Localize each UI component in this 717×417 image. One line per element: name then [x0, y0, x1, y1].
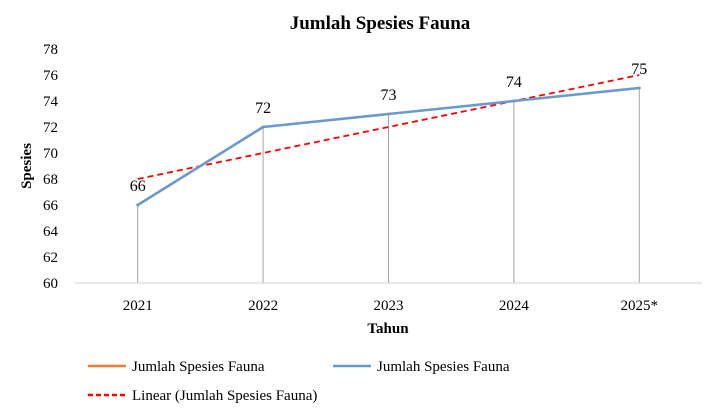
- y-tick-label: 62: [43, 250, 58, 266]
- data-label: 75: [631, 61, 647, 78]
- x-tick-label: 2021: [123, 298, 153, 314]
- x-axis-title: Tahun: [367, 321, 409, 337]
- trendline-linear: [137, 74, 640, 180]
- data-label: 74: [506, 74, 522, 91]
- y-tick-label: 72: [43, 120, 58, 136]
- data-labels: 66 72 73 74 75: [130, 61, 648, 195]
- y-tick-label: 60: [43, 276, 58, 292]
- legend-label: Linear (Jumlah Spesies Fauna): [132, 388, 317, 404]
- legend: Jumlah Spesies Fauna Jumlah Spesies Fauna…: [88, 359, 510, 404]
- x-tick-label: 2022: [248, 298, 278, 314]
- chart-title: Jumlah Spesies Fauna: [290, 13, 471, 34]
- data-label: 72: [255, 100, 271, 117]
- y-tick-label: 78: [43, 42, 58, 58]
- data-point: [136, 203, 140, 207]
- y-tick-label: 68: [43, 172, 58, 188]
- data-point: [387, 112, 390, 116]
- y-tick-label: 74: [43, 94, 59, 110]
- y-axis-title: Spesies: [19, 143, 35, 189]
- x-tick-label: 2024: [499, 298, 530, 314]
- data-point: [512, 99, 516, 103]
- y-tick-label: 64: [43, 224, 59, 240]
- x-tick-label: 2023: [374, 298, 404, 314]
- y-tick-label: 76: [43, 68, 59, 84]
- legend-label: Jumlah Spesies Fauna: [377, 359, 510, 375]
- data-point: [261, 125, 265, 129]
- y-axis-ticks: 60 62 64 66 68 70 72 74 76 78: [43, 42, 59, 292]
- y-tick-label: 70: [43, 146, 58, 162]
- legend-label: Jumlah Spesies Fauna: [132, 359, 265, 375]
- y-tick-label: 66: [43, 198, 59, 214]
- trendline-layer: [137, 74, 640, 180]
- drop-lines: [137, 88, 640, 283]
- series-layer: [136, 86, 641, 207]
- x-tick-label: 2025*: [621, 298, 659, 314]
- data-label: 73: [381, 87, 397, 104]
- data-point: [637, 86, 641, 90]
- data-label: 66: [130, 178, 146, 195]
- x-axis-ticks: 2021 2022 2023 2024 2025*: [123, 298, 658, 314]
